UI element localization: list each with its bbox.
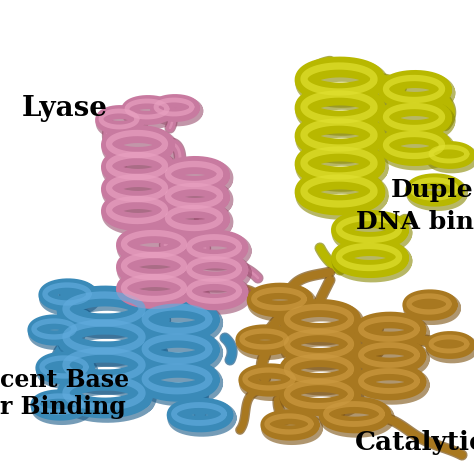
Text: Duple: Duple [391, 178, 474, 202]
Text: Catalytic: Catalytic [355, 430, 474, 455]
Text: Lyase: Lyase [22, 95, 108, 122]
Text: cent Base: cent Base [0, 368, 129, 392]
Text: DNA bin: DNA bin [356, 210, 474, 234]
Text: r Binding: r Binding [0, 395, 126, 419]
